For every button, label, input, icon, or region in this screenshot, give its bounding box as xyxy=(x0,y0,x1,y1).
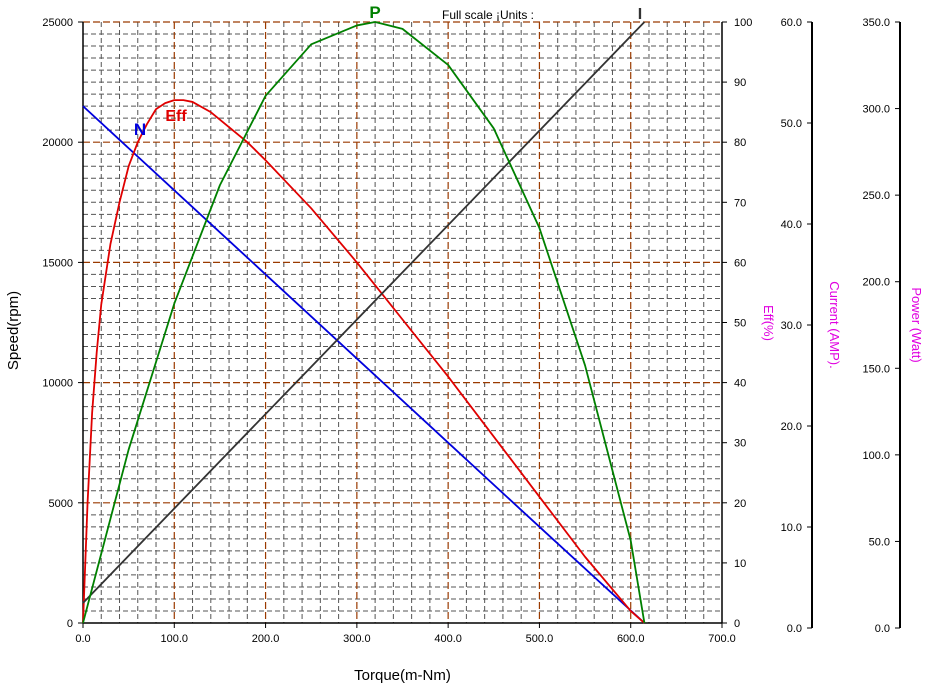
grid xyxy=(83,21,722,623)
x-tick-label: 600.0 xyxy=(617,633,645,645)
x-tick-label: 100.0 xyxy=(161,633,189,645)
current-tick-label: 50.0 xyxy=(781,118,802,130)
power-tick-label: 100.0 xyxy=(862,450,890,462)
eff-tick-label: 20 xyxy=(734,498,746,510)
power-tick-label: 50.0 xyxy=(869,536,890,548)
series-label-eff: Eff xyxy=(165,108,187,125)
speed-tick-label: 0 xyxy=(67,618,73,630)
labels: 0.0 100.0 200.0 300.0 400.0 500.0 600.0 700.0To… xyxy=(5,3,924,684)
axes xyxy=(78,21,901,629)
eff-tick-label: 100 xyxy=(734,17,752,29)
speed-axis-title: Speed(rpm) xyxy=(5,291,22,370)
x-axis-title: Torque(m-Nm) xyxy=(354,667,451,684)
speed-tick-label: 10000 xyxy=(42,378,73,390)
eff-tick-label: 40 xyxy=(734,378,746,390)
series-label-i: I xyxy=(638,6,642,23)
series xyxy=(82,21,646,624)
x-tick-label: 200.0 xyxy=(252,633,280,645)
series-label-p: P xyxy=(369,3,380,22)
current-tick-label: 0.0 xyxy=(787,623,802,635)
speed-tick-label: 5000 xyxy=(49,498,73,510)
series-line-i xyxy=(82,21,646,604)
eff-tick-label: 70 xyxy=(734,197,746,209)
series-line-n xyxy=(82,105,646,624)
speed-tick-label: 25000 xyxy=(42,17,73,29)
power-tick-label: 150.0 xyxy=(862,363,890,375)
power-tick-label: 0.0 xyxy=(875,623,890,635)
chart-title: Full scale ¡Units : xyxy=(442,8,534,22)
x-tick-label: 500.0 xyxy=(526,633,554,645)
speed-tick-label: 15000 xyxy=(42,257,73,269)
eff-tick-label: 30 xyxy=(734,438,746,450)
series-label-n: N xyxy=(134,120,146,139)
speed-tick-label: 20000 xyxy=(42,137,73,149)
current-axis-title: Current (AMP). xyxy=(827,281,842,368)
current-tick-label: 30.0 xyxy=(781,320,802,332)
power-tick-label: 350.0 xyxy=(862,17,890,29)
x-tick-label: 700.0 xyxy=(708,633,736,645)
current-tick-label: 20.0 xyxy=(781,421,802,433)
power-tick-label: 250.0 xyxy=(862,190,890,202)
eff-axis-title: Eff(%) xyxy=(761,305,776,341)
x-tick-label: 300.0 xyxy=(343,633,371,645)
eff-tick-label: 60 xyxy=(734,257,746,269)
eff-tick-label: 0 xyxy=(734,618,740,630)
eff-tick-label: 80 xyxy=(734,137,746,149)
power-tick-label: 300.0 xyxy=(862,104,890,116)
series-line-eff xyxy=(82,99,646,624)
eff-tick-label: 10 xyxy=(734,558,746,570)
eff-tick-label: 90 xyxy=(734,77,746,89)
series-line-p xyxy=(82,21,646,624)
power-tick-label: 200.0 xyxy=(862,277,890,289)
power-axis-title: Power (Watt) xyxy=(909,287,924,362)
current-tick-label: 40.0 xyxy=(781,219,802,231)
current-tick-label: 10.0 xyxy=(781,522,802,534)
x-tick-label: 0.0 xyxy=(75,633,90,645)
current-tick-label: 60.0 xyxy=(781,17,802,29)
x-tick-label: 400.0 xyxy=(434,633,462,645)
eff-tick-label: 50 xyxy=(734,318,746,330)
